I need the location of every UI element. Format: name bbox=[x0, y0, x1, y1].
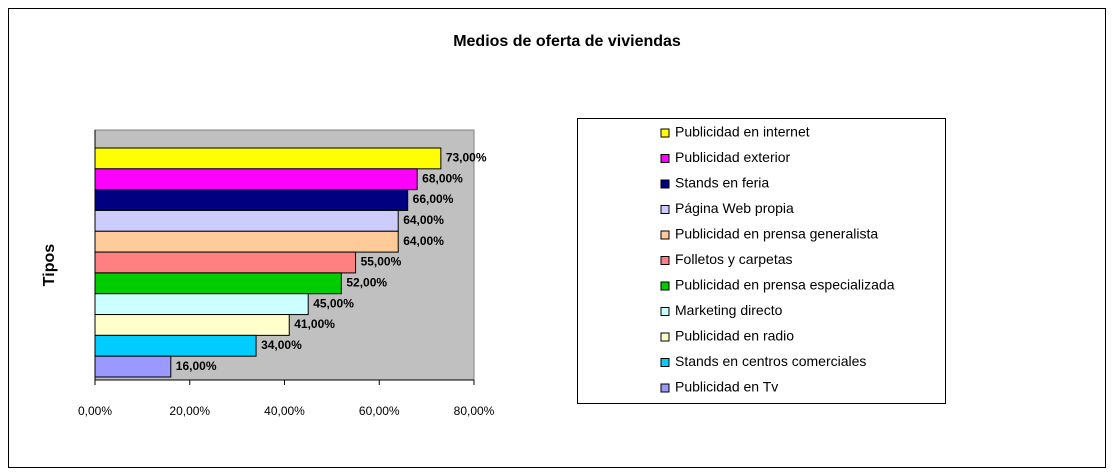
data-label: 52,00% bbox=[346, 275, 387, 289]
data-label: 55,00% bbox=[361, 255, 402, 269]
x-tick-label: 60,00% bbox=[359, 404, 400, 418]
legend-label: Stands en feria bbox=[675, 175, 769, 191]
bar bbox=[94, 355, 172, 378]
data-label: 68,00% bbox=[422, 171, 463, 185]
data-label: 16,00% bbox=[176, 359, 217, 373]
data-label: 34,00% bbox=[261, 338, 302, 352]
legend-swatch bbox=[660, 179, 670, 189]
legend-swatch bbox=[660, 332, 670, 342]
legend-label: Publicidad en prensa generalista bbox=[675, 226, 878, 242]
legend-swatch bbox=[660, 256, 670, 265]
bar bbox=[94, 147, 442, 170]
x-tick-label: 20,00% bbox=[169, 404, 210, 418]
bar bbox=[94, 314, 290, 336]
x-tick-label: 80,00% bbox=[454, 404, 495, 418]
legend-label: Marketing directo bbox=[675, 302, 783, 318]
legend-label: Página Web propia bbox=[675, 200, 794, 216]
legend-swatch bbox=[660, 128, 670, 138]
data-label: 45,00% bbox=[313, 296, 354, 310]
y-axis-title: Tipos bbox=[41, 244, 58, 286]
legend-swatch bbox=[660, 154, 670, 163]
legend-swatch bbox=[660, 383, 670, 393]
bar bbox=[94, 230, 399, 253]
bar bbox=[94, 251, 357, 274]
legend-label: Stands en centros comerciales bbox=[675, 353, 866, 369]
bar bbox=[94, 189, 409, 211]
data-label: 64,00% bbox=[403, 213, 444, 227]
x-tick-label: 0,00% bbox=[78, 404, 112, 418]
legend-swatch bbox=[660, 307, 670, 316]
x-tick-label: 40,00% bbox=[264, 404, 305, 418]
legend-label: Publicidad en radio bbox=[675, 328, 794, 344]
bar bbox=[94, 334, 257, 357]
chart-title: Medios de oferta de viviendas bbox=[453, 33, 681, 50]
bar bbox=[94, 168, 418, 191]
legend-swatch bbox=[660, 230, 670, 240]
legend-label: Publicidad en Tv bbox=[675, 379, 778, 395]
legend-label: Folletos y carpetas bbox=[675, 251, 793, 267]
data-label: 64,00% bbox=[403, 234, 444, 248]
bar bbox=[94, 293, 309, 316]
data-label: 66,00% bbox=[413, 192, 454, 206]
legend-label: Publicidad en prensa especializada bbox=[675, 277, 895, 293]
bar bbox=[94, 209, 399, 232]
legend-label: Publicidad exterior bbox=[675, 149, 791, 165]
legend-box bbox=[577, 118, 946, 404]
data-label: 73,00% bbox=[446, 151, 487, 165]
legend-label: Publicidad en internet bbox=[675, 124, 810, 140]
legend-swatch bbox=[660, 205, 670, 214]
legend-swatch bbox=[660, 358, 670, 367]
data-label: 41,00% bbox=[294, 317, 335, 331]
legend-swatch bbox=[660, 281, 670, 291]
bar bbox=[94, 272, 342, 295]
